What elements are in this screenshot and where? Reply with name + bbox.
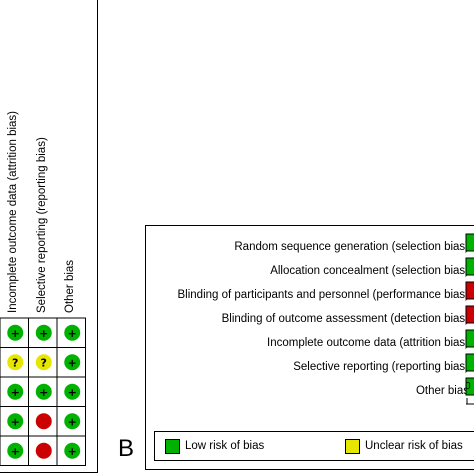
risk-unclear-dot <box>35 354 52 371</box>
domain-label-allocation: Allocation concealment (selection bias) <box>270 265 469 277</box>
risk-low-dot <box>7 324 24 341</box>
risk-low-dot <box>64 324 81 341</box>
bar-segment-low <box>465 233 474 252</box>
risk-symbol: ? <box>12 356 18 369</box>
risk-high-dot <box>35 442 52 459</box>
risk-symbol: + <box>11 327 20 340</box>
domain-label-blinding-outcome: Blinding of outcome assessment (detectio… <box>221 313 469 325</box>
risk-symbol: + <box>11 445 20 458</box>
risk-symbol: + <box>68 327 77 340</box>
risk-low-dot <box>7 383 24 400</box>
domain-label-blinding-participants: Blinding of participants and personnel (… <box>177 289 470 301</box>
panel-letter-b: B <box>118 435 135 462</box>
risk-high-dot <box>35 413 52 430</box>
risk-low-dot <box>35 383 52 400</box>
legend-label-unclear: Unclear risk of bias <box>365 440 463 452</box>
risk-low-dot <box>64 442 81 459</box>
legend-swatch-low <box>165 439 180 454</box>
legend: Low risk of bias Unclear risk of bias <box>154 431 474 461</box>
risk-symbol: + <box>11 386 20 399</box>
legend-label-low: Low risk of bias <box>185 440 265 452</box>
risk-symbol: + <box>39 386 48 399</box>
risk-symbol: + <box>68 386 77 399</box>
legend-item-low: Low risk of bias <box>165 439 265 454</box>
risk-symbol: + <box>39 327 48 340</box>
risk-symbol: ? <box>41 356 47 369</box>
bar-segment-high <box>465 305 474 324</box>
risk-low-dot <box>7 413 24 430</box>
legend-item-unclear: Unclear risk of bias <box>345 439 463 454</box>
risk-symbol: + <box>68 356 77 369</box>
risk-symbol: + <box>68 445 77 458</box>
x-axis-tick-label: 0 <box>465 381 471 392</box>
risk-symbol: + <box>11 415 20 428</box>
risk-low-dot <box>7 442 24 459</box>
domain-label-random-sequence: Random sequence generation (selection bi… <box>234 241 469 253</box>
domain-label-other-bias: Other bias <box>415 385 469 397</box>
bar-segment-high <box>465 281 474 300</box>
legend-swatch-unclear <box>345 439 360 454</box>
risk-low-dot <box>35 324 52 341</box>
bar-segment-low <box>465 329 474 348</box>
domain-label-incomplete-outcome: Incomplete outcome data (attrition bias) <box>267 337 469 349</box>
panel-b-frame: Random sequence generation (selection bi… <box>145 225 474 470</box>
bar-segment-low <box>465 353 474 372</box>
risk-low-dot <box>64 383 81 400</box>
risk-low-dot <box>64 413 81 430</box>
risk-symbol: + <box>68 415 77 428</box>
bar-segment-low <box>465 257 474 276</box>
domain-label-selective-reporting: Selective reporting (reporting bias) <box>293 361 469 373</box>
risk-unclear-dot <box>7 354 24 371</box>
risk-low-dot <box>64 354 81 371</box>
bar-segment-low <box>465 377 474 396</box>
